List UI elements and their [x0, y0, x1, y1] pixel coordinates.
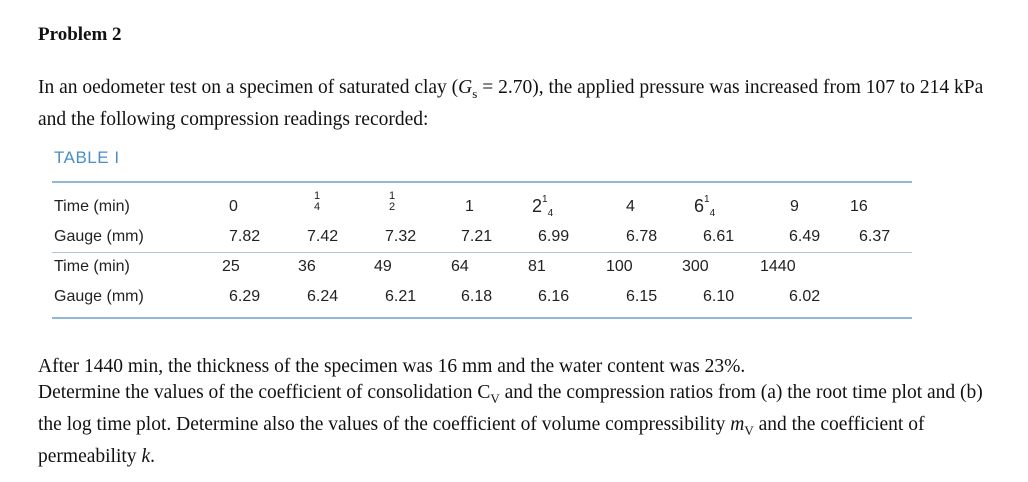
table-bottom-rule	[52, 317, 912, 319]
gauge-cell: 7.32	[385, 228, 417, 245]
frac-den: 4	[547, 208, 554, 219]
time-cell: 81	[528, 258, 546, 275]
gs-symbol: G	[458, 77, 473, 98]
after-end: .	[150, 445, 155, 467]
frac-den: 4	[709, 208, 716, 219]
gauge-cell: 6.02	[789, 288, 821, 305]
intro-pre: In an oedometer test on a specimen of sa…	[38, 77, 459, 98]
time-cell: 25	[222, 258, 240, 275]
table-mid-rule	[52, 252, 912, 253]
gauge-cell: 6.15	[626, 288, 658, 305]
gauge-cell: 6.37	[859, 228, 891, 245]
gauge-cell: 6.24	[307, 288, 339, 305]
gauge-cell: 6.78	[626, 228, 658, 245]
time-cell: 1	[465, 198, 474, 215]
gauge-cell: 6.10	[703, 288, 735, 305]
time-cell: 0	[229, 198, 238, 215]
table-title: TABLE I	[54, 148, 120, 167]
after-line3-mid: and the coefficient of permeability	[38, 413, 925, 467]
gauge-cell: 6.18	[461, 288, 493, 305]
row-label-time: Time (min)	[54, 258, 130, 275]
after-paragraph: After 1440 min, the thickness of the spe…	[38, 354, 998, 470]
after-line1: After 1440 min, the thickness of the spe…	[38, 356, 746, 377]
frac-num: 1	[704, 193, 710, 205]
time-cell: 49	[374, 258, 392, 275]
gs-subscript: s	[472, 85, 478, 101]
cv-subscript: V	[490, 390, 500, 406]
time-cell: 9	[790, 198, 799, 215]
gauge-cell: 6.29	[229, 288, 261, 305]
time-cell: 1440	[760, 258, 796, 275]
gauge-cell: 7.21	[461, 228, 493, 245]
time-cell: 300	[682, 258, 709, 275]
gauge-cell: 6.99	[538, 228, 570, 245]
gauge-cell: 7.42	[307, 228, 339, 245]
gauge-cell: 6.49	[789, 228, 821, 245]
gauge-cell: 6.21	[385, 288, 417, 305]
intro-rest: = 2.70), the applied pressure was increa…	[38, 77, 984, 130]
table-top-rule	[52, 181, 912, 183]
mv-symbol: m	[730, 413, 745, 435]
frac-den: 4	[314, 201, 321, 213]
row-label-gauge: Gauge (mm)	[54, 288, 144, 305]
after-line2-pre: Determine the values of the coefficient …	[38, 382, 491, 403]
time-cell: 4	[626, 198, 635, 215]
frac-den: 2	[389, 201, 396, 213]
gauge-cell: 7.82	[229, 228, 261, 245]
after-line2-post: and the compression ratios from (a) the …	[38, 382, 983, 435]
row-label-time: Time (min)	[54, 198, 130, 215]
mv-subscript: V	[744, 422, 754, 438]
frac-num: 1	[542, 193, 548, 205]
frac-whole: 2	[532, 196, 543, 216]
time-cell-six-quarter: 61 4	[694, 193, 716, 219]
problem-heading: Problem 2	[38, 24, 122, 45]
frac-whole: 6	[694, 196, 705, 216]
frac-num: 1	[389, 190, 396, 202]
time-cell: 64	[451, 258, 469, 275]
time-cell: 16	[850, 198, 868, 215]
intro-paragraph: In an oedometer test on a specimen of sa…	[38, 75, 998, 133]
k-symbol: k	[141, 445, 151, 467]
row-label-gauge: Gauge (mm)	[54, 228, 144, 245]
time-cell: 36	[298, 258, 316, 275]
time-cell-two-quarter: 21 4	[532, 193, 554, 219]
gauge-cell: 6.61	[703, 228, 735, 245]
gauge-cell: 6.16	[538, 288, 570, 305]
frac-num: 1	[314, 190, 321, 202]
time-cell: 100	[606, 258, 633, 275]
